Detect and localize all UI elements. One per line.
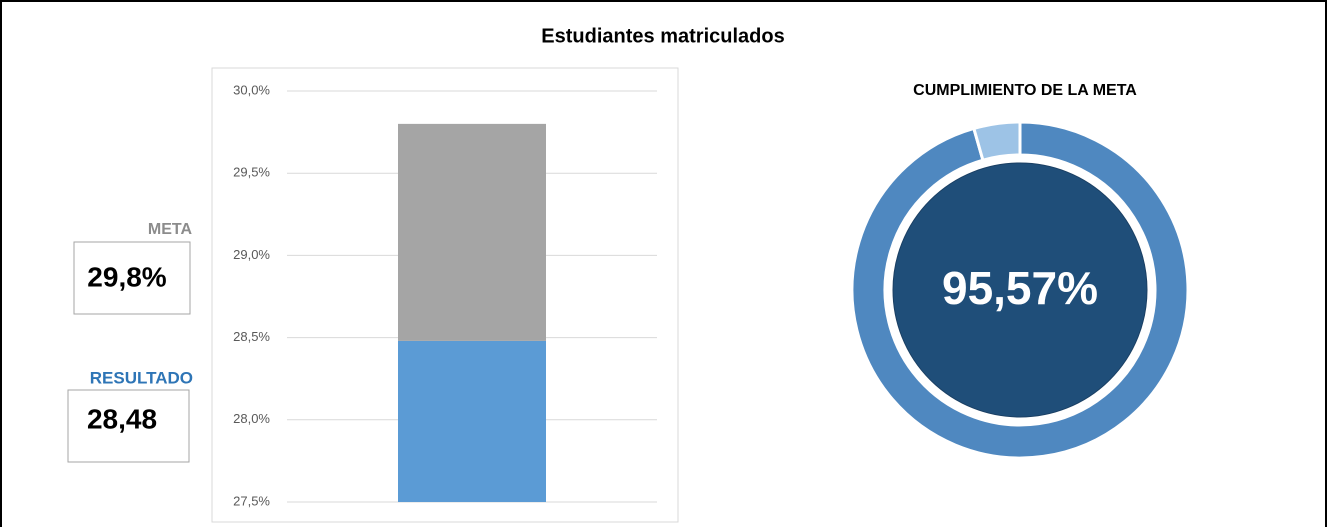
- bar-segment: [398, 340, 546, 502]
- bar-segment: [398, 123, 546, 341]
- resultado-box: [67, 389, 190, 463]
- resultado-value: 28,48: [87, 403, 157, 434]
- donut-segment: [850, 120, 1190, 460]
- y-tick-label: 29,5%: [233, 165, 270, 180]
- y-tick-label: 30,0%: [233, 82, 270, 97]
- y-tick-label: 28,0%: [233, 411, 270, 426]
- resultado-label: RESULTADO: [90, 368, 193, 387]
- donut-segment: [971, 120, 1022, 163]
- title: Estudiantes matriculados: [541, 25, 784, 47]
- meta-label: META: [148, 221, 193, 238]
- y-tick-label: 28,5%: [233, 329, 270, 344]
- pie-title: CUMPLIMIENTO DE LA META: [913, 82, 1137, 99]
- meta-value: 29,8%: [87, 261, 166, 292]
- y-tick-label: 29,0%: [233, 247, 270, 262]
- y-tick-label: 27,5%: [233, 493, 270, 508]
- center-label: 95,57%: [942, 262, 1098, 314]
- meta-box: [73, 241, 191, 315]
- donut-center: [892, 162, 1148, 418]
